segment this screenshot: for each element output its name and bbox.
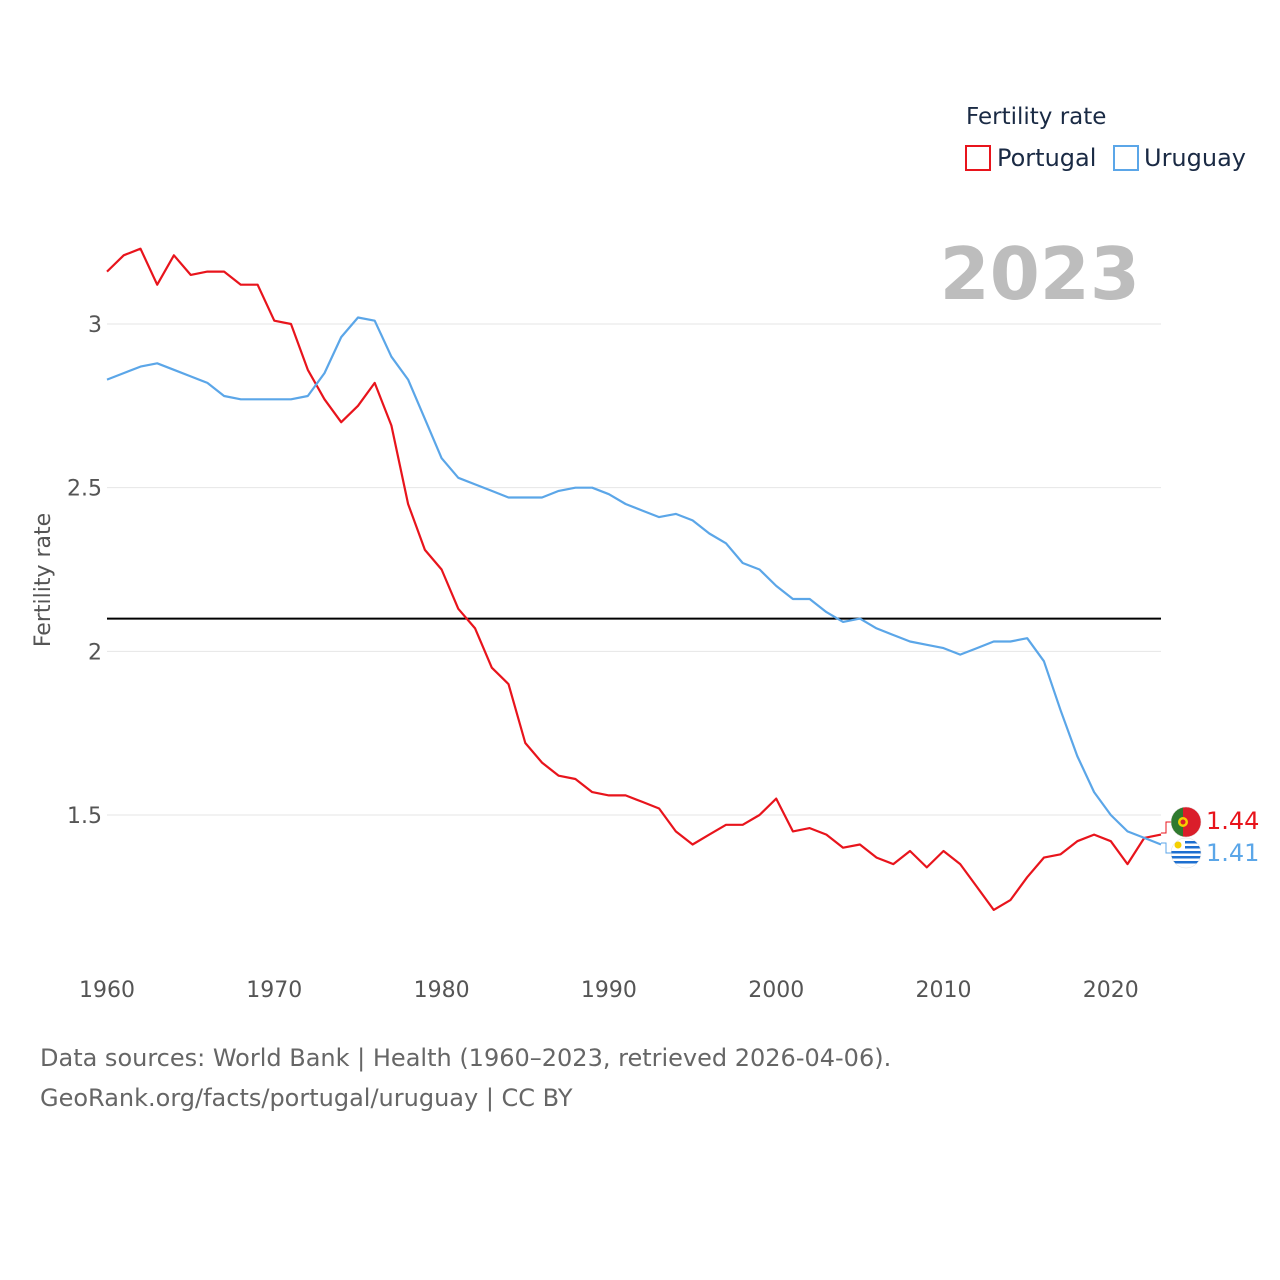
source-url[interactable]: GeoRank.org/facts/portugal/uruguay | CC …	[40, 1084, 573, 1112]
uruguay-end-connector	[1161, 842, 1171, 854]
portugal-flag-ring	[1170, 806, 1202, 838]
portugal-end-value: 1.44	[1206, 807, 1259, 835]
y-tick-label: 1.5	[67, 804, 102, 829]
series-line-uruguay	[106, 316, 1162, 846]
x-tick-label: 1970	[246, 978, 302, 1003]
legend-label-portugal: Portugal	[997, 144, 1096, 172]
y-tick-label: 2.5	[67, 477, 102, 502]
x-tick-label: 1960	[79, 978, 135, 1003]
source-credit: Data sources: World Bank | Health (1960–…	[40, 1044, 892, 1072]
legend: Fertility rate Portugal Uruguay	[965, 104, 1246, 172]
x-tick-label: 2000	[748, 978, 804, 1003]
series-line-portugal	[106, 247, 1162, 912]
legend-swatch-portugal	[965, 145, 991, 171]
portugal-end-connector	[1161, 821, 1171, 834]
y-axis-label: Fertility rate	[31, 513, 56, 647]
uruguay-end-value: 1.41	[1206, 839, 1259, 867]
y-tick-label: 2	[88, 640, 102, 665]
portugal-flag-icon	[1171, 807, 1201, 837]
x-tick-label: 1980	[414, 978, 470, 1003]
current-year-label: 2023	[940, 232, 1140, 316]
y-tick-label: 3	[88, 313, 102, 338]
legend-title: Fertility rate	[966, 104, 1106, 130]
uruguay-flag-ring	[1170, 837, 1202, 869]
x-tick-label: 2010	[916, 978, 972, 1003]
x-tick-label: 2020	[1083, 978, 1139, 1003]
legend-swatch-uruguay	[1113, 145, 1139, 171]
legend-label-uruguay: Uruguay	[1144, 144, 1246, 172]
uruguay-flag-icon	[1171, 838, 1201, 868]
x-tick-label: 1990	[581, 978, 637, 1003]
